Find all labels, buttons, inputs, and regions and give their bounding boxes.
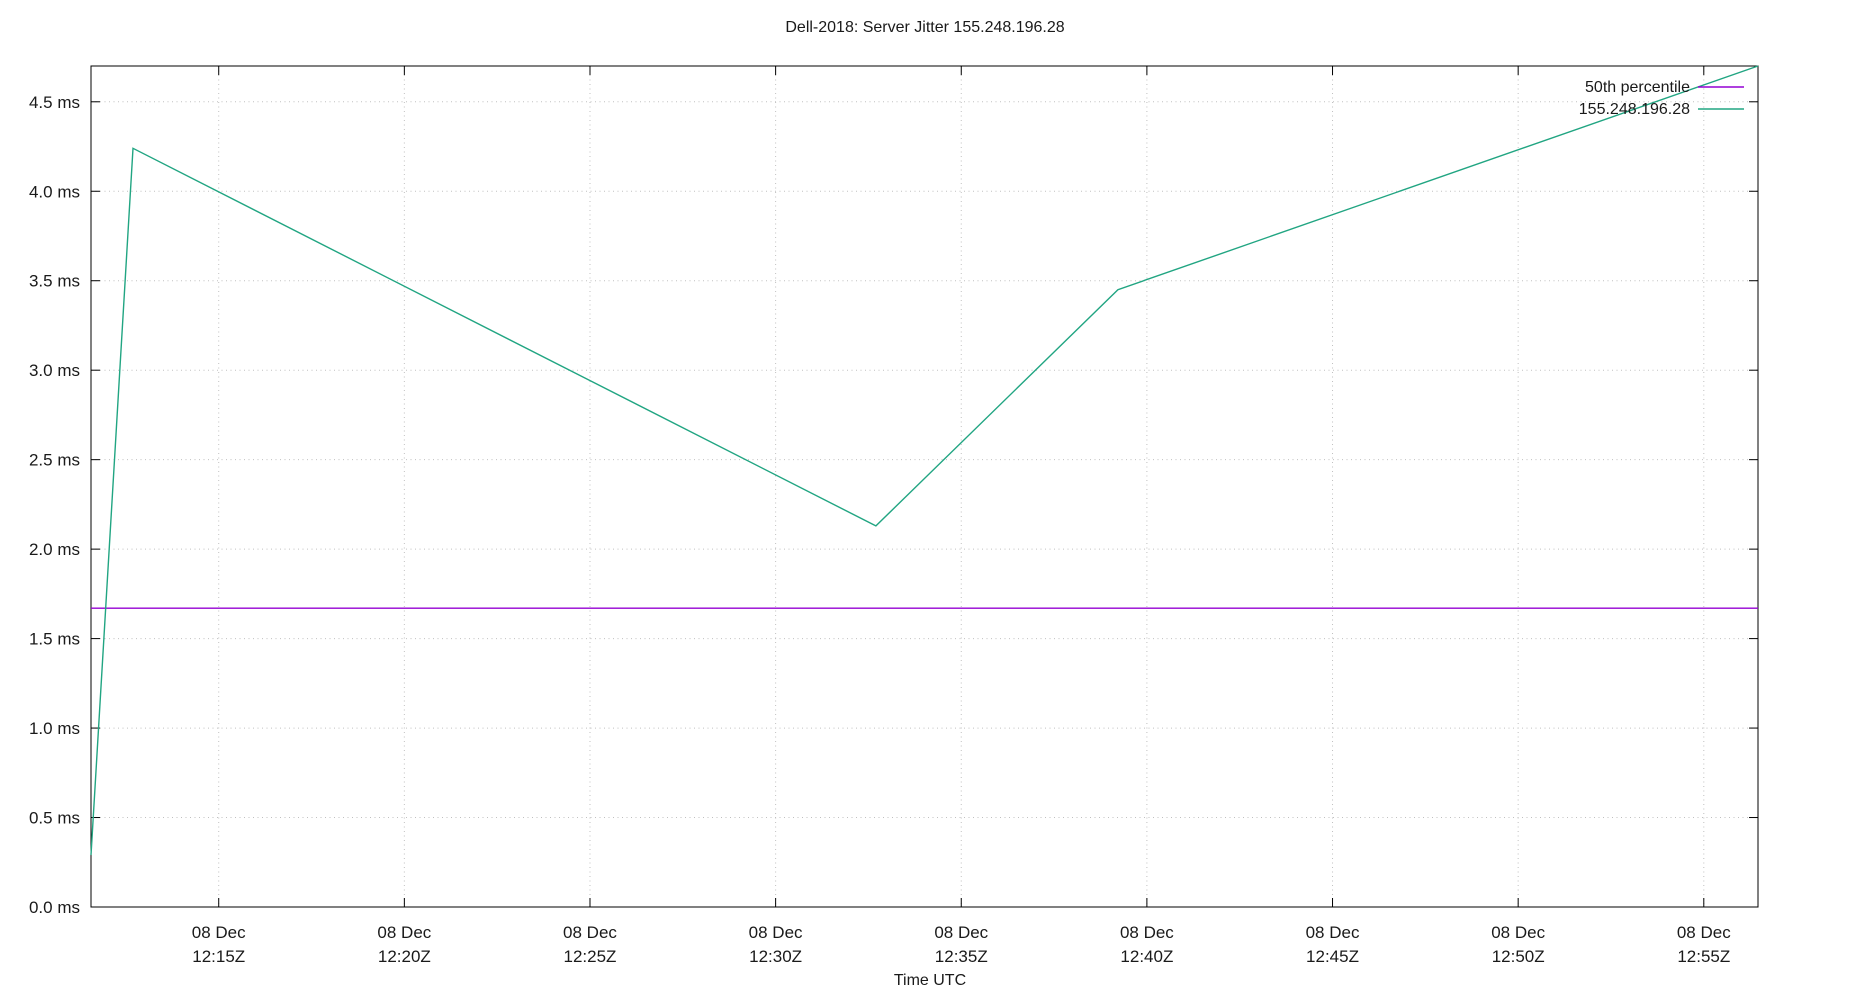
x-tick-label-date: 08 Dec (1677, 923, 1731, 942)
x-axis-title: Time UTC (893, 972, 967, 989)
x-tick-label-time: 12:55Z (1677, 947, 1730, 966)
x-tick-label-date: 08 Dec (934, 923, 988, 942)
x-tick-label-time: 12:50Z (1492, 947, 1545, 966)
x-tick-label-date: 08 Dec (1306, 923, 1360, 942)
x-tick-label-time: 12:45Z (1306, 947, 1359, 966)
y-tick-label: 0.0 ms (29, 898, 80, 917)
x-tick-label-date: 08 Dec (192, 923, 246, 942)
x-tick-label-time: 12:15Z (192, 947, 245, 966)
x-tick-label-time: 12:30Z (749, 947, 802, 966)
y-tick-label: 3.5 ms (29, 272, 80, 291)
legend-label: 155.248.196.28 (1579, 101, 1690, 118)
x-tick-label-time: 12:40Z (1120, 947, 1173, 966)
x-tick-label-time: 12:20Z (378, 947, 431, 966)
y-tick-label: 0.5 ms (29, 809, 80, 828)
x-tick-label-date: 08 Dec (563, 923, 617, 942)
x-tick-label-time: 12:25Z (564, 947, 617, 966)
x-tick-label-date: 08 Dec (377, 923, 431, 942)
x-tick-label-date: 08 Dec (749, 923, 803, 942)
series-line-155-248-196-28 (90, 65, 1759, 856)
y-tick-label: 2.0 ms (29, 540, 80, 559)
y-tick-label: 1.0 ms (29, 719, 80, 738)
legend-label: 50th percentile (1585, 79, 1690, 96)
y-tick-label: 4.5 ms (29, 93, 80, 112)
y-tick-label: 1.5 ms (29, 630, 80, 649)
y-tick-label: 2.5 ms (29, 451, 80, 470)
y-tick-label: 3.0 ms (29, 361, 80, 380)
y-tick-label: 4.0 ms (29, 182, 80, 201)
x-tick-label-date: 08 Dec (1491, 923, 1545, 942)
plot-border (90, 65, 1759, 908)
x-tick-label-date: 08 Dec (1120, 923, 1174, 942)
chart-title: Dell-2018: Server Jitter 155.248.196.28 (785, 19, 1065, 36)
x-tick-label-time: 12:35Z (935, 947, 988, 966)
